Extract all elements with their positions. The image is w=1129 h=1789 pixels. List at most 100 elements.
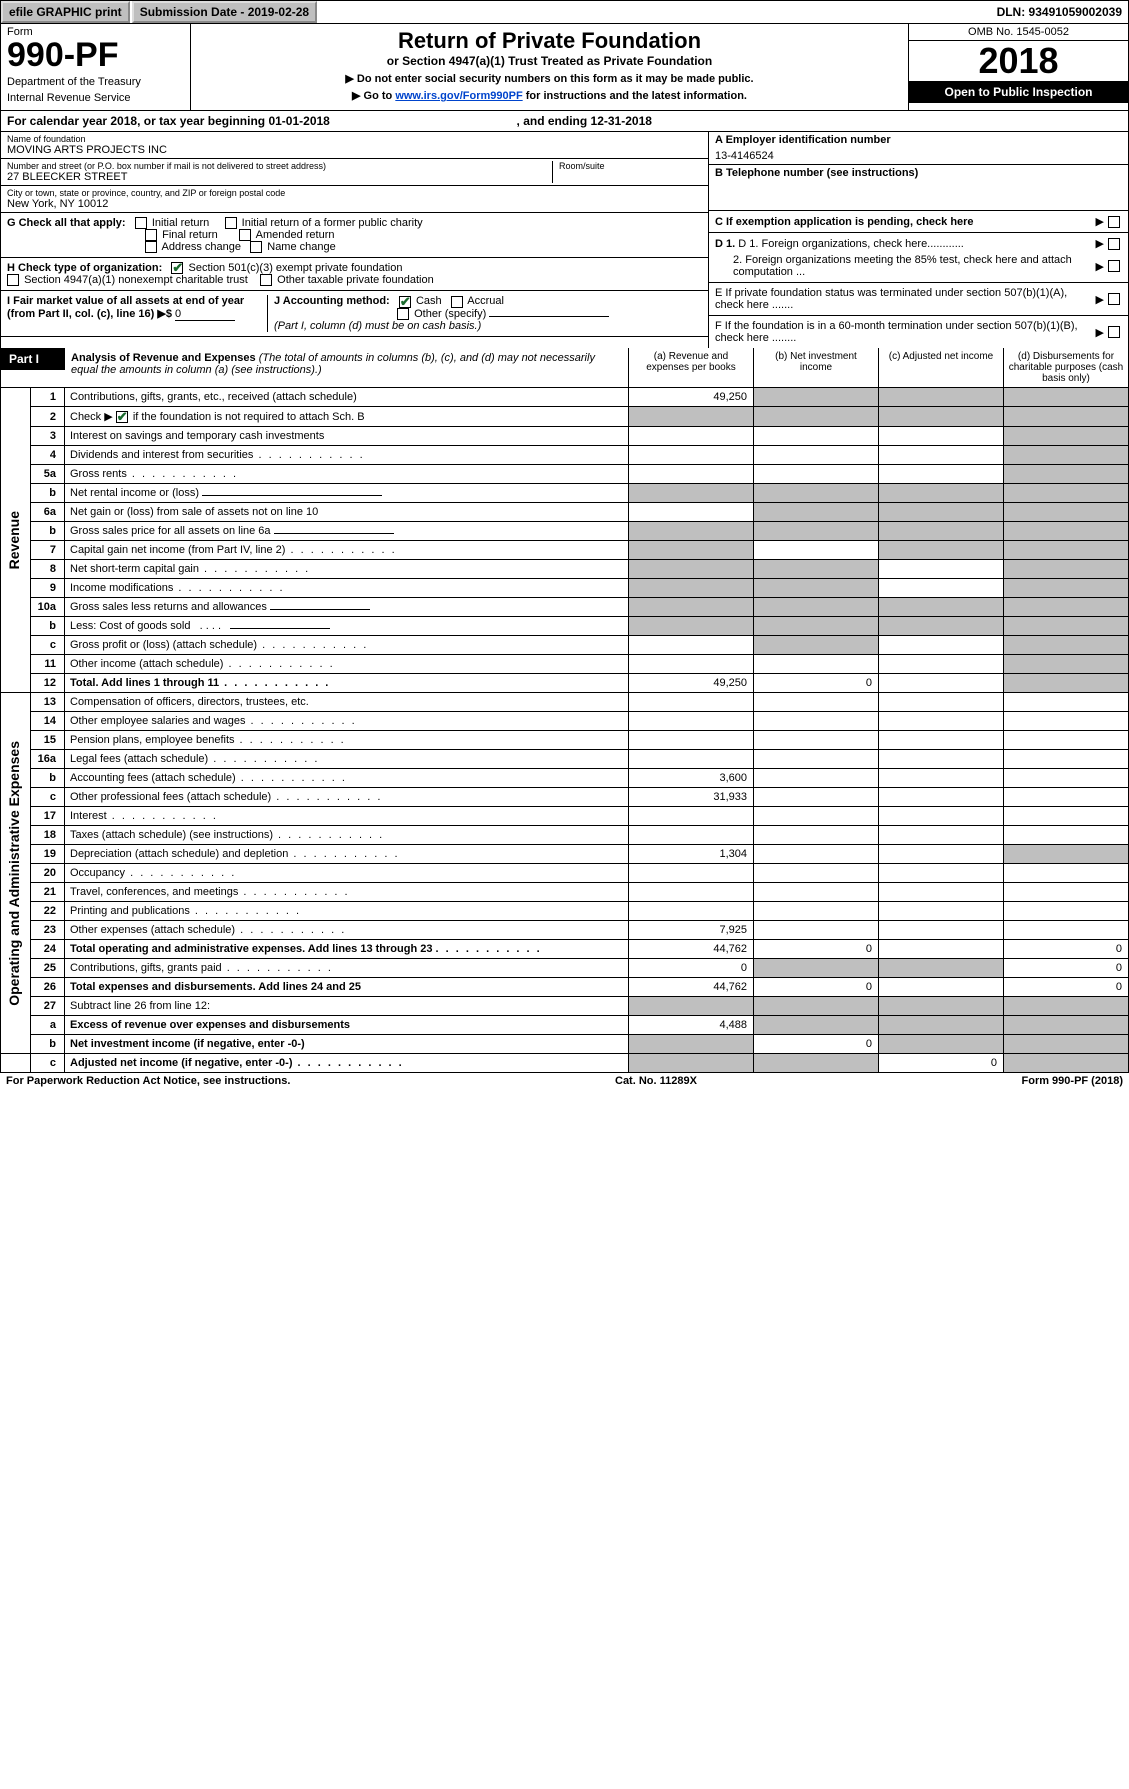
row-label: Total expenses and disbursements. Add li… bbox=[65, 978, 629, 997]
row-num: b bbox=[31, 769, 65, 788]
row-num: a bbox=[31, 1016, 65, 1035]
row-label: Total operating and administrative expen… bbox=[65, 940, 629, 959]
row-num: b bbox=[31, 1035, 65, 1054]
address-change-checkbox[interactable] bbox=[145, 241, 157, 253]
col-b-header: (b) Net investment income bbox=[753, 348, 878, 387]
row-label: Gross sales less returns and allowances bbox=[65, 598, 629, 617]
amended-return-checkbox[interactable] bbox=[239, 229, 251, 241]
entity-info: Name of foundation MOVING ARTS PROJECTS … bbox=[0, 132, 1129, 348]
d2-label: 2. Foreign organizations meeting the 85%… bbox=[715, 254, 1096, 278]
initial-former-checkbox[interactable] bbox=[225, 217, 237, 229]
row-num: 26 bbox=[31, 978, 65, 997]
cash-label: Cash bbox=[416, 295, 442, 307]
row-label: Other income (attach schedule) bbox=[65, 655, 629, 674]
form-title: Return of Private Foundation bbox=[201, 28, 898, 54]
name-change-checkbox[interactable] bbox=[250, 241, 262, 253]
row-label: Excess of revenue over expenses and disb… bbox=[65, 1016, 629, 1035]
open-to-public: Open to Public Inspection bbox=[909, 81, 1128, 103]
cell-b: 0 bbox=[754, 674, 879, 693]
other-method-label: Other (specify) bbox=[414, 308, 486, 320]
accrual-checkbox[interactable] bbox=[451, 296, 463, 308]
amended-return-label: Amended return bbox=[256, 229, 335, 241]
row-label: Contributions, gifts, grants paid bbox=[65, 959, 629, 978]
sch-b-checkbox[interactable] bbox=[116, 411, 128, 423]
part1-label: Part I bbox=[1, 348, 65, 370]
cell-a: 1,304 bbox=[629, 845, 754, 864]
f-checkbox[interactable] bbox=[1108, 326, 1120, 338]
col-c-header: (c) Adjusted net income bbox=[878, 348, 1003, 387]
row-num: 15 bbox=[31, 731, 65, 750]
initial-return-label: Initial return bbox=[152, 217, 209, 229]
row-num: 11 bbox=[31, 655, 65, 674]
address-change-label: Address change bbox=[162, 241, 242, 253]
cell-a: 0 bbox=[629, 959, 754, 978]
cell-a: 44,762 bbox=[629, 940, 754, 959]
cash-checkbox[interactable] bbox=[399, 296, 411, 308]
row-num: 3 bbox=[31, 427, 65, 446]
part1-title: Analysis of Revenue and Expenses bbox=[71, 352, 256, 364]
501c3-checkbox[interactable] bbox=[171, 262, 183, 274]
e-checkbox[interactable] bbox=[1108, 293, 1120, 305]
city: New York, NY 10012 bbox=[7, 198, 702, 210]
row-label: Total. Add lines 1 through 11 bbox=[65, 674, 629, 693]
d1-checkbox[interactable] bbox=[1108, 238, 1120, 250]
row-num: 4 bbox=[31, 446, 65, 465]
row-label: Other employee salaries and wages bbox=[65, 712, 629, 731]
i-value: 0 bbox=[175, 308, 235, 321]
501c3-label: Section 501(c)(3) exempt private foundat… bbox=[188, 262, 402, 274]
other-method-checkbox[interactable] bbox=[397, 308, 409, 320]
row-label: Income modifications bbox=[65, 579, 629, 598]
form-number: 990-PF bbox=[7, 38, 184, 72]
row-label: Net gain or (loss) from sale of assets n… bbox=[65, 503, 629, 522]
dept-treasury: Department of the Treasury bbox=[7, 76, 184, 88]
room-label: Room/suite bbox=[559, 161, 702, 171]
efile-print-button[interactable]: efile GRAPHIC print bbox=[1, 1, 130, 23]
row-label: Other professional fees (attach schedule… bbox=[65, 788, 629, 807]
4947-label: Section 4947(a)(1) nonexempt charitable … bbox=[24, 274, 248, 286]
f-label: F If the foundation is in a 60-month ter… bbox=[715, 320, 1096, 344]
e-label: E If private foundation status was termi… bbox=[715, 287, 1096, 311]
city-label: City or town, state or province, country… bbox=[7, 188, 702, 198]
row-num: 22 bbox=[31, 902, 65, 921]
row-num: 5a bbox=[31, 465, 65, 484]
row-label: Travel, conferences, and meetings bbox=[65, 883, 629, 902]
c-checkbox[interactable] bbox=[1108, 216, 1120, 228]
cell-d: 0 bbox=[1004, 959, 1129, 978]
address-label: Number and street (or P.O. box number if… bbox=[7, 161, 552, 171]
top-bar: efile GRAPHIC print Submission Date - 20… bbox=[0, 0, 1129, 24]
c-label: C If exemption application is pending, c… bbox=[715, 216, 974, 228]
row-num: 12 bbox=[31, 674, 65, 693]
cell-a: 4,488 bbox=[629, 1016, 754, 1035]
page-footer: For Paperwork Reduction Act Notice, see … bbox=[0, 1073, 1129, 1089]
row-num: 21 bbox=[31, 883, 65, 902]
row-label: Dividends and interest from securities bbox=[65, 446, 629, 465]
form-header: Form 990-PF Department of the Treasury I… bbox=[0, 24, 1129, 111]
cell-a: 49,250 bbox=[629, 674, 754, 693]
ein: 13-4146524 bbox=[715, 146, 1122, 162]
d2-checkbox[interactable] bbox=[1108, 260, 1120, 272]
address: 27 BLEECKER STREET bbox=[7, 171, 552, 183]
4947-checkbox[interactable] bbox=[7, 274, 19, 286]
cell-a: 3,600 bbox=[629, 769, 754, 788]
row-label: Printing and publications bbox=[65, 902, 629, 921]
other-taxable-label: Other taxable private foundation bbox=[277, 274, 434, 286]
row-num: 23 bbox=[31, 921, 65, 940]
row-label: Check ▶ if the foundation is not require… bbox=[65, 407, 629, 427]
name-change-label: Name change bbox=[267, 241, 336, 253]
other-taxable-checkbox[interactable] bbox=[260, 274, 272, 286]
h-label: H Check type of organization: bbox=[7, 262, 162, 274]
initial-return-checkbox[interactable] bbox=[135, 217, 147, 229]
initial-former-label: Initial return of a former public charit… bbox=[242, 217, 423, 229]
row-num: 20 bbox=[31, 864, 65, 883]
cell-b: 0 bbox=[754, 1035, 879, 1054]
row-num: 19 bbox=[31, 845, 65, 864]
irs-link[interactable]: www.irs.gov/Form990PF bbox=[395, 90, 522, 102]
part1-header: Part I Analysis of Revenue and Expenses … bbox=[0, 348, 1129, 388]
expenses-section: Operating and Administrative Expenses bbox=[6, 741, 25, 1006]
row-label: Adjusted net income (if negative, enter … bbox=[65, 1054, 629, 1073]
omb-number: OMB No. 1545-0052 bbox=[909, 24, 1128, 41]
row-label: Net investment income (if negative, ente… bbox=[65, 1035, 629, 1054]
row-label: Net short-term capital gain bbox=[65, 560, 629, 579]
final-return-checkbox[interactable] bbox=[145, 229, 157, 241]
submission-date: Submission Date - 2019-02-28 bbox=[132, 1, 317, 23]
